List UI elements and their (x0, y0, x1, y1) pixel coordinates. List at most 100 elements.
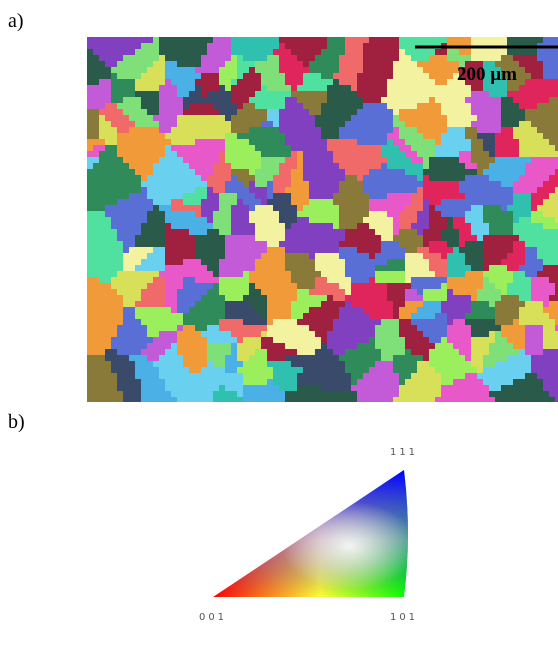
grain-cell (333, 205, 339, 211)
grain-cell (411, 355, 417, 361)
grain-cell (225, 229, 231, 235)
grain-cell (441, 67, 447, 73)
grain-cell (369, 91, 375, 97)
grain-cell (303, 109, 309, 115)
grain-cell (171, 391, 177, 397)
grain-cell (171, 109, 177, 115)
grain-cell (465, 157, 471, 163)
grain-cell (105, 367, 111, 373)
grain-cell (441, 361, 447, 367)
grain-cell (327, 325, 333, 331)
grain-cell (303, 181, 309, 187)
grain-cell (171, 229, 177, 235)
grain-cell (513, 109, 519, 115)
grain-cell (309, 247, 315, 253)
grain-cell (501, 265, 507, 271)
grain-cell (165, 145, 171, 151)
grain-cell (543, 271, 549, 277)
grain-cell (243, 115, 249, 121)
grain-cell (459, 289, 465, 295)
grain-cell (93, 217, 99, 223)
grain-cell (363, 73, 369, 79)
grain-cell (435, 283, 441, 289)
grain-cell (477, 391, 483, 397)
grain-cell (105, 199, 111, 205)
grain-cell (219, 331, 225, 337)
grain-cell (411, 385, 417, 391)
grain-cell (543, 205, 549, 211)
grain-cell (387, 55, 393, 61)
grain-cell (531, 271, 537, 277)
grain-cell (99, 187, 105, 193)
grain-cell (231, 367, 237, 373)
grain-cell (363, 43, 369, 49)
grain-cell (459, 37, 465, 43)
grain-cell (441, 199, 447, 205)
grain-cell (315, 115, 321, 121)
grain-cell (489, 91, 495, 97)
grain-cell (465, 103, 471, 109)
grain-cell (435, 241, 441, 247)
grain-cell (249, 85, 255, 91)
grain-cell (267, 295, 273, 301)
grain-cell (345, 199, 351, 205)
grain-cell (525, 295, 531, 301)
grain-cell (249, 145, 255, 151)
grain-cell (471, 91, 477, 97)
grain-cell (195, 121, 201, 127)
grain-cell (123, 205, 129, 211)
grain-cell (213, 97, 219, 103)
grain-cell (297, 79, 303, 85)
grain-cell (411, 145, 417, 151)
grain-cell (297, 361, 303, 367)
grain-cell (411, 217, 417, 223)
grain-cell (333, 121, 339, 127)
grain-cell (183, 361, 189, 367)
grain-cell (375, 343, 381, 349)
grain-cell (513, 217, 519, 223)
grain-cell (297, 211, 303, 217)
grain-cell (549, 79, 555, 85)
grain-cell (531, 181, 537, 187)
grain-cell (327, 55, 333, 61)
grain-cell (129, 235, 135, 241)
grain-cell (117, 295, 123, 301)
grain-cell (417, 181, 423, 187)
grain-cell (147, 73, 153, 79)
grain-cell (153, 205, 159, 211)
grain-cell (507, 199, 513, 205)
grain-cell (309, 217, 315, 223)
grain-cell (213, 397, 219, 403)
grain-cell (147, 85, 153, 91)
grain-cell (345, 337, 351, 343)
grain-cell (369, 241, 375, 247)
grain-cell (363, 241, 369, 247)
grain-cell (315, 283, 321, 289)
grain-cell (99, 397, 105, 403)
grain-cell (165, 223, 171, 229)
grain-cell (141, 127, 147, 133)
grain-cell (411, 391, 417, 397)
grain-cell (291, 157, 297, 163)
grain-cell (309, 121, 315, 127)
grain-cell (375, 187, 381, 193)
grain-cell (255, 367, 261, 373)
grain-cell (495, 361, 501, 367)
grain-cell (423, 217, 429, 223)
grain-cell (537, 97, 543, 103)
grain-cell (123, 85, 129, 91)
grain-cell (243, 247, 249, 253)
grain-cell (225, 367, 231, 373)
grain-cell (549, 325, 555, 331)
grain-cell (423, 337, 429, 343)
grain-cell (135, 307, 141, 313)
grain-cell (171, 373, 177, 379)
grain-cell (123, 109, 129, 115)
grain-cell (363, 373, 369, 379)
grain-cell (249, 139, 255, 145)
grain-cell (393, 61, 399, 67)
grain-cell (465, 145, 471, 151)
grain-cell (417, 169, 423, 175)
grain-cell (417, 325, 423, 331)
grain-cell (435, 211, 441, 217)
